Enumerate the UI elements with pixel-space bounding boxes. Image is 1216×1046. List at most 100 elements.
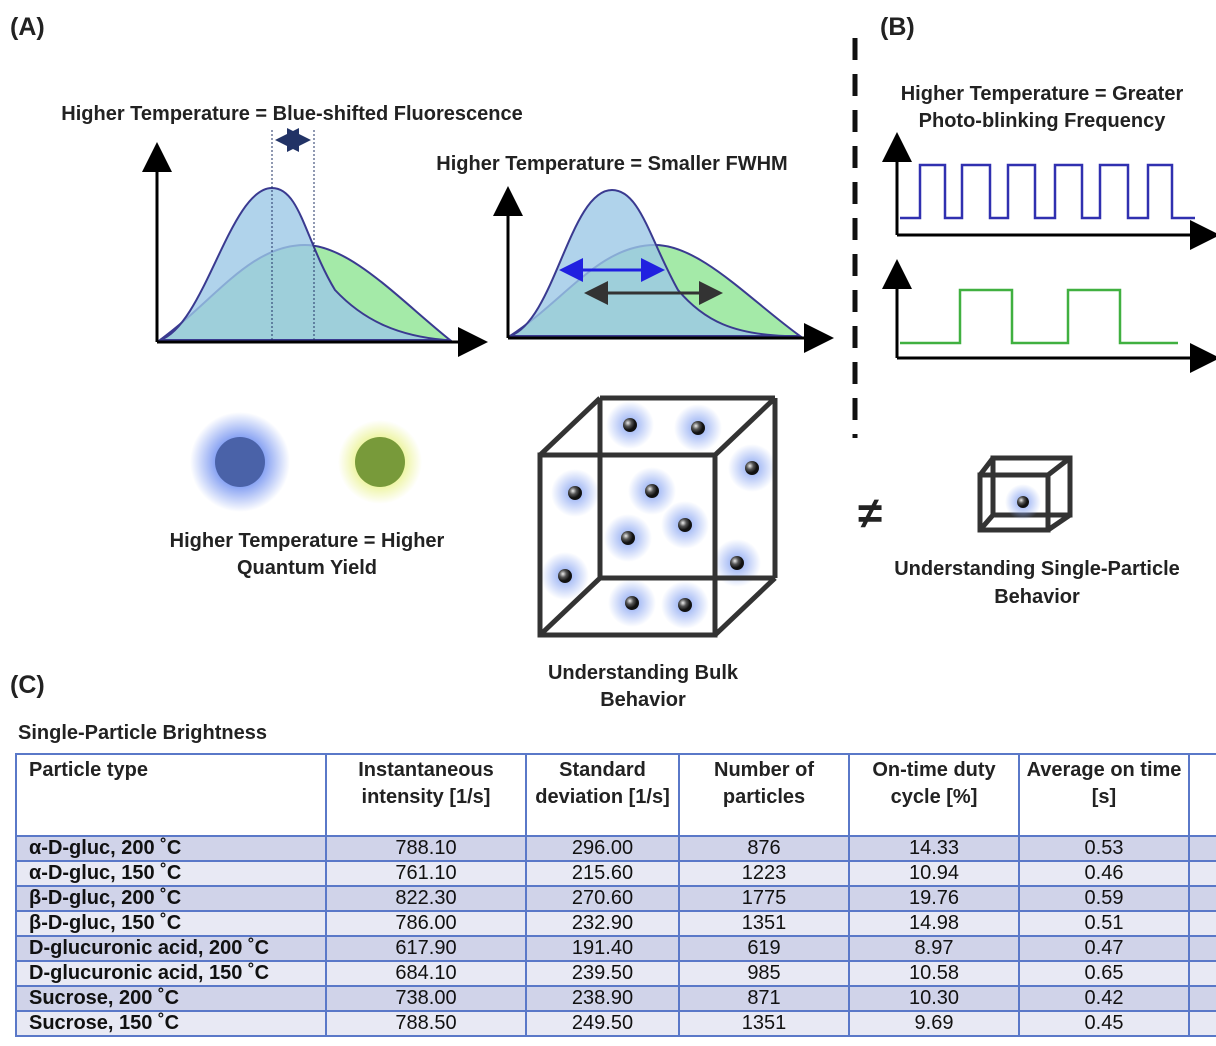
table-cell: 1351 bbox=[679, 1011, 849, 1036]
table-cell: 14.33 bbox=[849, 836, 1019, 861]
table-title: Single-Particle Brightness bbox=[18, 722, 267, 744]
table-cell: 871 bbox=[679, 986, 849, 1011]
table-cell-clipped bbox=[1189, 861, 1216, 886]
bulk-cube bbox=[540, 398, 776, 635]
column-header: Standard deviation [1/s] bbox=[526, 754, 679, 836]
particle bbox=[678, 518, 692, 532]
table-cell: 0.59 bbox=[1019, 886, 1189, 911]
particle bbox=[745, 461, 759, 475]
column-header-clipped bbox=[1189, 754, 1216, 836]
particle bbox=[568, 486, 582, 500]
particle bbox=[691, 421, 705, 435]
table-cell-clipped bbox=[1189, 936, 1216, 961]
table-cell-clipped bbox=[1189, 911, 1216, 936]
row-label: β-D-gluc, 200 ˚C bbox=[16, 886, 326, 911]
emitters bbox=[190, 412, 422, 512]
table-cell: 1223 bbox=[679, 861, 849, 886]
column-header: On-time duty cycle [%] bbox=[849, 754, 1019, 836]
particle bbox=[558, 569, 572, 583]
caption: Behavior bbox=[600, 689, 686, 711]
row-label: α-D-gluc, 150 ˚C bbox=[16, 861, 326, 886]
table-cell: 738.00 bbox=[326, 986, 526, 1011]
table-cell: 0.46 bbox=[1019, 861, 1189, 886]
table-cell-clipped bbox=[1189, 986, 1216, 1011]
diagram-title: Photo-blinking Frequency bbox=[919, 110, 1167, 132]
table-cell: 10.58 bbox=[849, 961, 1019, 986]
particle bbox=[623, 418, 637, 432]
row-label: α-D-gluc, 200 ˚C bbox=[16, 836, 326, 861]
table-row: D-glucuronic acid, 200 ˚C617.90191.40619… bbox=[16, 936, 1216, 961]
column-header: Instantaneous intensity [1/s] bbox=[326, 754, 526, 836]
table-cell: 9.69 bbox=[849, 1011, 1019, 1036]
page: (A) (B) (C) Higher Temperature = Blue-sh… bbox=[0, 0, 1216, 1046]
table-cell: 619 bbox=[679, 936, 849, 961]
table-cell: 249.50 bbox=[526, 1011, 679, 1036]
table-cell: 1775 bbox=[679, 886, 849, 911]
caption: Understanding Bulk bbox=[548, 662, 739, 684]
table-cell: 238.90 bbox=[526, 986, 679, 1011]
particle bbox=[625, 596, 639, 610]
table-cell: 8.97 bbox=[849, 936, 1019, 961]
particle bbox=[730, 556, 744, 570]
table-cell: 684.10 bbox=[326, 961, 526, 986]
diagram-title: Higher Temperature = Blue-shifted Fluore… bbox=[61, 103, 522, 125]
table-cell: 270.60 bbox=[526, 886, 679, 911]
table-cell: 0.53 bbox=[1019, 836, 1189, 861]
caption: Understanding Single-Particle bbox=[894, 558, 1180, 580]
row-label: D-glucuronic acid, 200 ˚C bbox=[16, 936, 326, 961]
column-header: Average on time [s] bbox=[1019, 754, 1189, 836]
row-label: D-glucuronic acid, 150 ˚C bbox=[16, 961, 326, 986]
row-label: Sucrose, 150 ˚C bbox=[16, 1011, 326, 1036]
diagram-title: Higher Temperature = Greater bbox=[901, 83, 1184, 105]
table-cell: 0.45 bbox=[1019, 1011, 1189, 1036]
blink-plot bbox=[897, 138, 1214, 358]
table-cell: 0.47 bbox=[1019, 936, 1189, 961]
table-cell: 786.00 bbox=[326, 911, 526, 936]
cube-edge bbox=[540, 398, 600, 455]
table-cell: 10.94 bbox=[849, 861, 1019, 886]
table-cell: 19.76 bbox=[849, 886, 1019, 911]
table-cell-clipped bbox=[1189, 1011, 1216, 1036]
table-cell: 617.90 bbox=[326, 936, 526, 961]
not-equal: ≠ bbox=[858, 489, 882, 538]
spectrum-plot bbox=[157, 130, 482, 342]
column-header: Number of particles bbox=[679, 754, 849, 836]
table-cell: 296.00 bbox=[526, 836, 679, 861]
table-cell: 876 bbox=[679, 836, 849, 861]
table-cell: 0.51 bbox=[1019, 911, 1189, 936]
table-cell: 0.65 bbox=[1019, 961, 1189, 986]
row-label: Sucrose, 200 ˚C bbox=[16, 986, 326, 1011]
diagram-title: Higher Temperature = Smaller FWHM bbox=[436, 153, 787, 175]
table-cell: 14.98 bbox=[849, 911, 1019, 936]
table-cell: 822.30 bbox=[326, 886, 526, 911]
caption: Higher Temperature = Higher bbox=[170, 530, 445, 552]
panel-label: (C) bbox=[10, 671, 45, 699]
table-cell-clipped bbox=[1189, 836, 1216, 861]
table-cell: 985 bbox=[679, 961, 849, 986]
table-cell-clipped bbox=[1189, 886, 1216, 911]
particle bbox=[621, 531, 635, 545]
table-cell: 232.90 bbox=[526, 911, 679, 936]
single-cube bbox=[980, 458, 1070, 530]
table-cell: 10.30 bbox=[849, 986, 1019, 1011]
column-header: Particle type bbox=[16, 754, 326, 836]
fwhm-plot bbox=[508, 190, 828, 338]
panel-label: (B) bbox=[880, 13, 915, 41]
particle bbox=[645, 484, 659, 498]
row-label: β-D-gluc, 150 ˚C bbox=[16, 911, 326, 936]
table-cell-clipped bbox=[1189, 961, 1216, 986]
table-cell: 788.10 bbox=[326, 836, 526, 861]
table-cell: 0.42 bbox=[1019, 986, 1189, 1011]
table-cell: 239.50 bbox=[526, 961, 679, 986]
caption: Quantum Yield bbox=[237, 557, 377, 579]
table-cell: 215.60 bbox=[526, 861, 679, 886]
